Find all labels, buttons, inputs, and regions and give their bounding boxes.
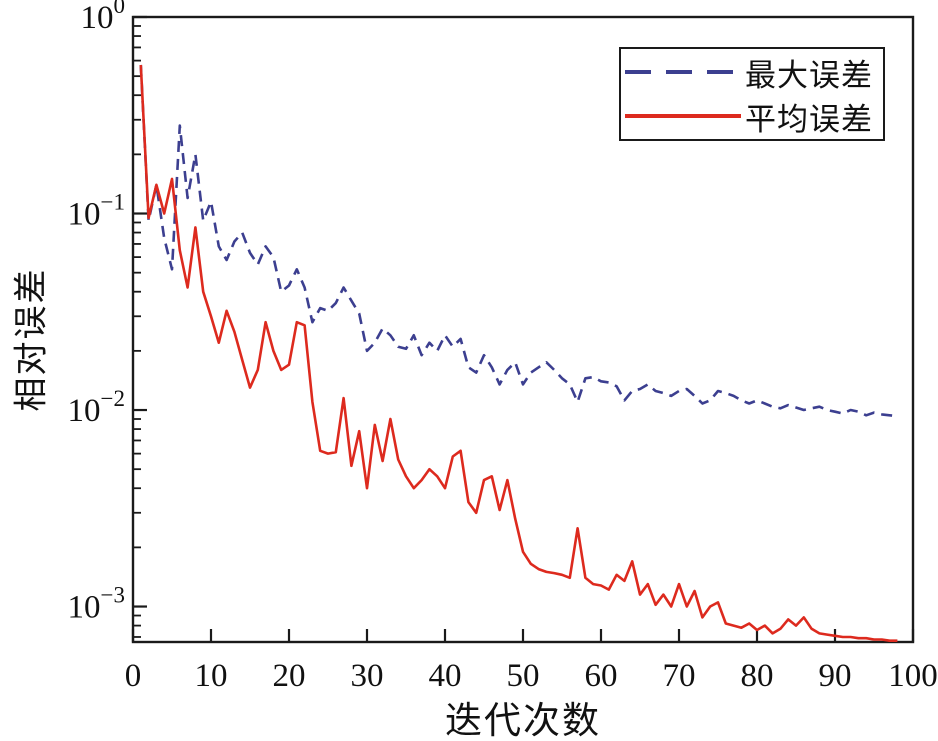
- x-tick-label: 80: [741, 658, 774, 694]
- avg-error-solid-line-icon: [621, 111, 745, 121]
- x-tick-label: 20: [273, 658, 306, 694]
- legend-item-max-error: 最大误差: [621, 53, 883, 93]
- max-error-dashed-line-icon: [621, 67, 745, 77]
- x-axis-title: 迭代次数: [445, 701, 601, 741]
- x-tick-label: 40: [429, 658, 462, 694]
- x-tick-label: 10: [195, 658, 228, 694]
- legend-item-avg-error: 平均误差: [621, 97, 883, 137]
- y-tick-label: 10−3: [68, 583, 125, 626]
- x-tick-label: 90: [819, 658, 852, 694]
- x-tick-label: 50: [507, 658, 540, 694]
- legend: 最大误差 平均误差: [619, 47, 885, 141]
- avg-error-series-line: [139, 64, 898, 643]
- max-error-series-line: [139, 64, 898, 418]
- y-tick-label: 10−1: [68, 190, 125, 233]
- x-tick-label: 30: [351, 658, 384, 694]
- y-tick-label: 10−2: [68, 386, 125, 429]
- legend-label-avg-error: 平均误差: [745, 101, 873, 137]
- x-tick-label: 60: [585, 658, 618, 694]
- y-tick-label: 100: [81, 0, 126, 36]
- legend-label-max-error: 最大误差: [745, 57, 873, 93]
- x-tick-label: 70: [663, 658, 696, 694]
- y-axis-title: 相对误差: [13, 267, 51, 412]
- x-tick-label: 100: [888, 658, 938, 694]
- x-tick-label: 0: [125, 658, 142, 694]
